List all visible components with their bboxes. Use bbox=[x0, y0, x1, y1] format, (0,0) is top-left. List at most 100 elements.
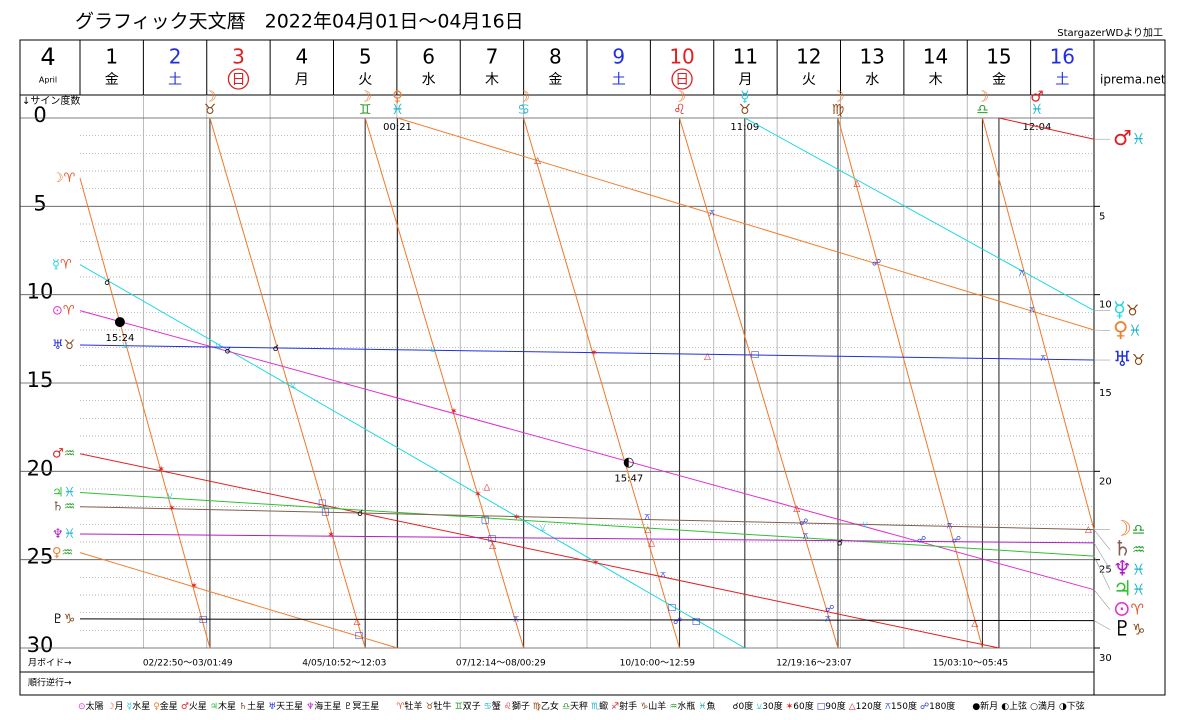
aspect-mark: ☌ bbox=[273, 344, 279, 354]
sign-glyph: ♎ bbox=[1132, 520, 1145, 538]
legend-label: 太陽 bbox=[86, 700, 104, 712]
aspect-mark: ⚺ bbox=[430, 345, 436, 355]
legend-item: ○満月 bbox=[1030, 701, 1056, 712]
legend-symbol: ☿ bbox=[127, 702, 133, 712]
legend-symbol: ♂ bbox=[181, 702, 189, 712]
legend-label: 180度 bbox=[929, 700, 955, 712]
event-time: 11:09 bbox=[730, 122, 759, 133]
legend-symbol: ♎ bbox=[562, 702, 570, 712]
aspect-mark: ✶ bbox=[474, 490, 482, 500]
event-time: 12:04 bbox=[1023, 122, 1052, 133]
sign-glyph: ♒ bbox=[64, 499, 76, 514]
legend-symbol: ♒ bbox=[669, 702, 677, 712]
aspect-mark: ✶ bbox=[327, 530, 335, 540]
month-name: April bbox=[39, 76, 57, 85]
day-number: 2 bbox=[169, 45, 182, 69]
legend-item: ♀金星 bbox=[153, 700, 178, 712]
aspect-mark: ☍ bbox=[799, 518, 808, 528]
sign-glyph: ♈ bbox=[1131, 600, 1144, 618]
label-leader bbox=[1093, 329, 1111, 331]
aspect-mark: □ bbox=[668, 603, 677, 613]
legend-symbol: ♅ bbox=[268, 702, 276, 712]
legend-item: ♎天秤 bbox=[562, 701, 588, 712]
legend-item: ♓魚 bbox=[698, 700, 715, 712]
series-line bbox=[79, 492, 1095, 557]
aspect-mark: ⚻ bbox=[825, 615, 831, 625]
aspect-mark: △ bbox=[489, 541, 496, 551]
legend-label: 水瓶 bbox=[677, 700, 695, 712]
legend-label: 上弦 bbox=[1009, 700, 1027, 712]
legend-symbol: ⚻ bbox=[885, 702, 891, 712]
axis-label: ↓サイン度数 bbox=[22, 94, 80, 107]
legend-label: 牡牛 bbox=[434, 700, 452, 712]
aspect-mark: ⚻ bbox=[1040, 354, 1046, 364]
planet-glyph: ♅ bbox=[52, 338, 64, 353]
legend-label: 150度 bbox=[891, 700, 917, 712]
aspect-mark: ☍ bbox=[825, 605, 834, 615]
series-line bbox=[79, 117, 1095, 649]
aspect-mark: □ bbox=[321, 507, 330, 517]
legend-label: 火星 bbox=[189, 701, 207, 712]
day-number: 12 bbox=[796, 45, 821, 69]
end-label: ♇♑ bbox=[1113, 617, 1145, 641]
void-period: 07/12:14〜08/00:29 bbox=[456, 659, 546, 669]
legend-item: ♌獅子 bbox=[504, 700, 530, 712]
event-time: 00:21 bbox=[383, 122, 412, 133]
legend-item: △120度 bbox=[849, 700, 882, 712]
sign-glyph: ♉ bbox=[64, 338, 76, 353]
day-number: 5 bbox=[359, 45, 372, 69]
aspect-mark: ⚺ bbox=[215, 341, 221, 351]
aspect-mark: ✶ bbox=[157, 465, 165, 475]
aspect-mark: □ bbox=[481, 515, 490, 525]
legend-item: ♅天王星 bbox=[268, 701, 303, 712]
sign-glyph: ♓ bbox=[1128, 321, 1141, 339]
legend-item: ♈牡羊 bbox=[396, 700, 422, 712]
day-number: 16 bbox=[1050, 45, 1075, 69]
aspect-mark: ⚺ bbox=[167, 492, 173, 502]
legend-symbol: ♇ bbox=[344, 702, 352, 712]
legend-label: 天秤 bbox=[570, 701, 588, 712]
legend-item: ♐射手 bbox=[611, 700, 637, 712]
weekday: 金 bbox=[548, 72, 562, 88]
title: グラフィック天文暦 2022年04月01日〜04月16日 bbox=[75, 11, 524, 33]
legend-symbol: ♋ bbox=[484, 702, 492, 712]
legend-item: ♇冥王星 bbox=[344, 701, 379, 712]
sign-glyph: ♉ bbox=[1132, 351, 1145, 369]
start-label: ♂♒ bbox=[52, 446, 75, 461]
planet-glyph: ♃ bbox=[52, 485, 64, 500]
aspect-mark: ⚻ bbox=[644, 513, 650, 523]
legend-symbol: ◑ bbox=[1059, 702, 1067, 712]
void-period: 10/10:00〜12:59 bbox=[620, 659, 696, 669]
aspect-mark: △ bbox=[483, 483, 490, 493]
sign-glyph: ♓ bbox=[1132, 560, 1145, 578]
series-line bbox=[79, 310, 1095, 591]
label-leader bbox=[1093, 529, 1111, 550]
legend-symbol: ♓ bbox=[698, 702, 706, 712]
aspect-mark: □ bbox=[355, 631, 364, 641]
legend-symbol: ☌ bbox=[733, 702, 739, 712]
aspect-mark: ⚻ bbox=[660, 571, 666, 581]
legend-item: ♍乙女 bbox=[533, 700, 559, 712]
legend-item: ♉牡牛 bbox=[425, 700, 451, 712]
sign-glyph: ♈ bbox=[63, 303, 75, 318]
day-number: 9 bbox=[612, 45, 625, 69]
planet-glyph: ♀ bbox=[52, 545, 62, 560]
aspect-mark: ✶ bbox=[592, 559, 600, 569]
legend-label: 下弦 bbox=[1067, 700, 1085, 712]
series-line bbox=[79, 117, 1095, 649]
legend-label: 射手 bbox=[619, 700, 637, 712]
legend-label: 木星 bbox=[218, 700, 236, 712]
legend-symbol: ○ bbox=[1030, 702, 1038, 712]
legend-symbol: ♀ bbox=[153, 702, 160, 712]
y2-tick-label: 30 bbox=[1099, 653, 1112, 664]
legend-item: ⊙太陽 bbox=[78, 700, 104, 712]
legend-label: 牡羊 bbox=[404, 700, 422, 712]
day-number: 15 bbox=[986, 45, 1011, 69]
planet-glyph: ♅ bbox=[1113, 347, 1132, 371]
month: 4 bbox=[40, 43, 55, 71]
end-label: ☿♉ bbox=[1113, 298, 1139, 322]
legend-symbol: ☍ bbox=[920, 702, 929, 712]
day-number: 6 bbox=[422, 45, 435, 69]
aspect-mark: ☌ bbox=[104, 278, 110, 288]
aspect-mark: ⚻ bbox=[947, 522, 953, 532]
